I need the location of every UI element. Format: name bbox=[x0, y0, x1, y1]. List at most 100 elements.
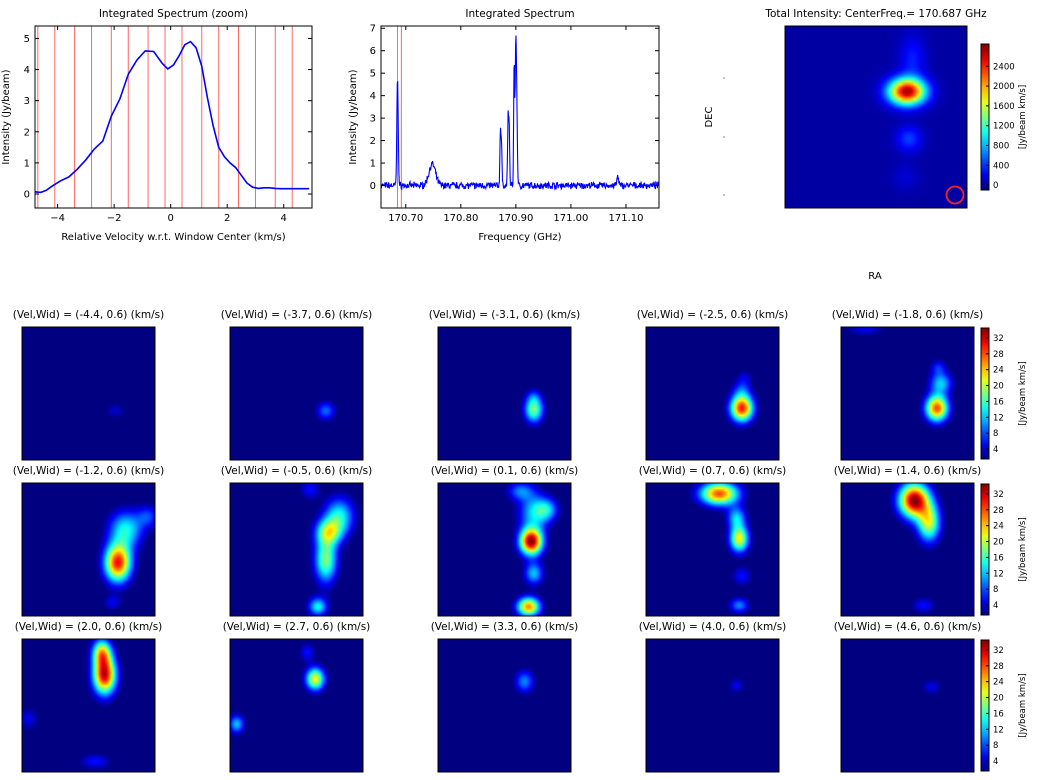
y-tick-label: 0 bbox=[370, 181, 376, 192]
total-intensity-title: Total Intensity: CenterFreq.= 170.687 GH… bbox=[764, 8, 987, 20]
y-tick-label: 7 bbox=[370, 24, 376, 35]
channel-map-panel: (Vel,Wid) = (0.1, 0.6) (km/s) bbox=[431, 465, 578, 617]
total-intensity-image bbox=[785, 26, 967, 208]
x-tick-label: 170.90 bbox=[498, 213, 533, 224]
channel-map-title: (Vel,Wid) = (-3.1, 0.6) (km/s) bbox=[429, 309, 580, 321]
channel-map-frame bbox=[229, 326, 364, 461]
colorbar-tick-label: 32 bbox=[993, 490, 1004, 500]
channel-map-title: (Vel,Wid) = (4.0, 0.6) (km/s) bbox=[639, 621, 787, 633]
colorbar-tick-label: 32 bbox=[993, 646, 1004, 656]
x-tick-label: −2 bbox=[107, 213, 122, 224]
colorbar-tick-label: 1200 bbox=[993, 122, 1015, 132]
channel-map-title: (Vel,Wid) = (1.4, 0.6) (km/s) bbox=[834, 465, 982, 477]
channel-map-title: (Vel,Wid) = (2.7, 0.6) (km/s) bbox=[223, 621, 371, 633]
channel-map-title: (Vel,Wid) = (4.6, 0.6) (km/s) bbox=[834, 621, 982, 633]
colorbar-tick-label: 16 bbox=[993, 397, 1004, 407]
channel-map-colorbar: 4 8 12 16 20 24 28 32 [Jy/beam km/s] bbox=[980, 639, 1028, 772]
beam-ellipse bbox=[945, 185, 965, 205]
channel-map-panel: (Vel,Wid) = (4.0, 0.6) (km/s) bbox=[639, 621, 787, 773]
colorbar-tick-label: 2000 bbox=[993, 82, 1015, 92]
colorbar-tick-label: 20 bbox=[993, 538, 1004, 548]
y-tick-label: 4 bbox=[24, 65, 30, 76]
colorbar-tick-label: 16 bbox=[993, 709, 1004, 719]
colorbar-label: [Jy/beam km/s] bbox=[1018, 85, 1028, 149]
channel-map-title: (Vel,Wid) = (0.7, 0.6) (km/s) bbox=[639, 465, 787, 477]
colorbar-tick-label: 12 bbox=[993, 413, 1004, 423]
ra-axis-label: RA bbox=[868, 271, 882, 282]
x-tick-label: 170.70 bbox=[388, 213, 423, 224]
channel-map-panel: (Vel,Wid) = (-3.7, 0.6) (km/s) bbox=[221, 309, 372, 461]
colorbar-fill bbox=[981, 640, 989, 771]
y-tick-label: 4 bbox=[370, 91, 376, 102]
colorbar-tick-label: 8 bbox=[993, 585, 998, 595]
channel-map-frame bbox=[840, 326, 975, 461]
channel-map-frame bbox=[437, 482, 572, 617]
channel-map-title: (Vel,Wid) = (-2.5, 0.6) (km/s) bbox=[637, 309, 788, 321]
colorbar-tick-label: 24 bbox=[993, 678, 1004, 688]
channel-map-image bbox=[646, 483, 779, 616]
colorbar-tick-label: 16 bbox=[993, 553, 1004, 563]
channel-map-panel: (Vel,Wid) = (2.7, 0.6) (km/s) bbox=[223, 621, 371, 773]
colorbar-tick-label: 12 bbox=[993, 569, 1004, 579]
zoom-y-axis-label: Intensity (Jy/beam) bbox=[1, 69, 12, 164]
channel-map-image bbox=[230, 639, 363, 772]
channel-map-image bbox=[841, 327, 974, 460]
colorbar-fill bbox=[981, 44, 989, 190]
dec-axis-label: DEC bbox=[704, 106, 715, 127]
colorbar-tick-label: 400 bbox=[993, 161, 1009, 171]
channel-map-panel: (Vel,Wid) = (-0.5, 0.6) (km/s) bbox=[221, 465, 372, 617]
channel-map-image bbox=[841, 483, 974, 616]
channel-map-image bbox=[438, 483, 571, 616]
colorbar-tick-label: 0 bbox=[993, 181, 998, 191]
total-intensity-panel: Total Intensity: CenterFreq.= 170.687 GH… bbox=[704, 8, 1028, 282]
channel-map-title: (Vel,Wid) = (-1.2, 0.6) (km/s) bbox=[13, 465, 164, 477]
full-x-axis-label: Frequency (GHz) bbox=[478, 232, 561, 243]
channel-map-frame bbox=[840, 482, 975, 617]
channel-map-frame bbox=[437, 638, 572, 773]
total-intensity-frame bbox=[784, 25, 968, 209]
colorbar-tick-label: 800 bbox=[993, 141, 1009, 151]
colorbar-tick-label: 4 bbox=[993, 601, 998, 611]
colorbar-tick-label: 24 bbox=[993, 366, 1004, 376]
channel-map-frame bbox=[437, 326, 572, 461]
colorbar-tick-label: 2400 bbox=[993, 62, 1015, 72]
channel-map-frame bbox=[21, 638, 156, 773]
colorbar-tick-label: 12 bbox=[993, 725, 1004, 735]
zoom-spectrum-title: Integrated Spectrum (zoom) bbox=[99, 8, 248, 20]
colorbar-frame bbox=[980, 43, 990, 191]
channel-map-frame bbox=[21, 326, 156, 461]
full-plot-area bbox=[381, 26, 659, 208]
channel-map-title: (Vel,Wid) = (-3.7, 0.6) (km/s) bbox=[221, 309, 372, 321]
zoom-x-axis-label: Relative Velocity w.r.t. Window Center (… bbox=[61, 232, 285, 243]
full-spectrum-title: Integrated Spectrum bbox=[465, 8, 574, 20]
channel-map-frame bbox=[645, 638, 780, 773]
y-tick-label: 3 bbox=[370, 114, 376, 125]
channel-map-image bbox=[22, 483, 155, 616]
channel-map-panel: (Vel,Wid) = (-2.5, 0.6) (km/s) bbox=[637, 309, 788, 461]
colorbar-fill bbox=[981, 484, 989, 615]
colorbar-tick-label: 4 bbox=[993, 445, 998, 455]
y-tick-label: 5 bbox=[24, 34, 30, 45]
y-tick-label: 6 bbox=[370, 46, 376, 57]
y-tick-label: 2 bbox=[24, 127, 30, 138]
channel-map-panel: (Vel,Wid) = (0.7, 0.6) (km/s) bbox=[639, 465, 787, 617]
y-tick-label: 2 bbox=[370, 136, 376, 147]
colorbar-tick-label: 1600 bbox=[993, 102, 1015, 112]
colorbar-frame bbox=[980, 639, 990, 772]
colorbar-tick-label: 24 bbox=[993, 522, 1004, 532]
channel-map-panel: (Vel,Wid) = (4.6, 0.6) (km/s) bbox=[834, 621, 982, 773]
channel-map-panel: (Vel,Wid) = (-3.1, 0.6) (km/s) bbox=[429, 309, 580, 461]
colorbar-tick-label: 32 bbox=[993, 334, 1004, 344]
channel-map-title: (Vel,Wid) = (3.3, 0.6) (km/s) bbox=[431, 621, 579, 633]
channel-map-frame bbox=[229, 482, 364, 617]
y-tick-label: 5 bbox=[370, 69, 376, 80]
x-tick-label: 171.00 bbox=[553, 213, 588, 224]
channel-map-frame bbox=[645, 482, 780, 617]
channel-map-title: (Vel,Wid) = (2.0, 0.6) (km/s) bbox=[15, 621, 163, 633]
channel-map-frame bbox=[840, 638, 975, 773]
channel-map-frame bbox=[229, 638, 364, 773]
channel-map-image bbox=[646, 327, 779, 460]
channel-map-title: (Vel,Wid) = (-4.4, 0.6) (km/s) bbox=[13, 309, 164, 321]
channel-map-image bbox=[841, 639, 974, 772]
